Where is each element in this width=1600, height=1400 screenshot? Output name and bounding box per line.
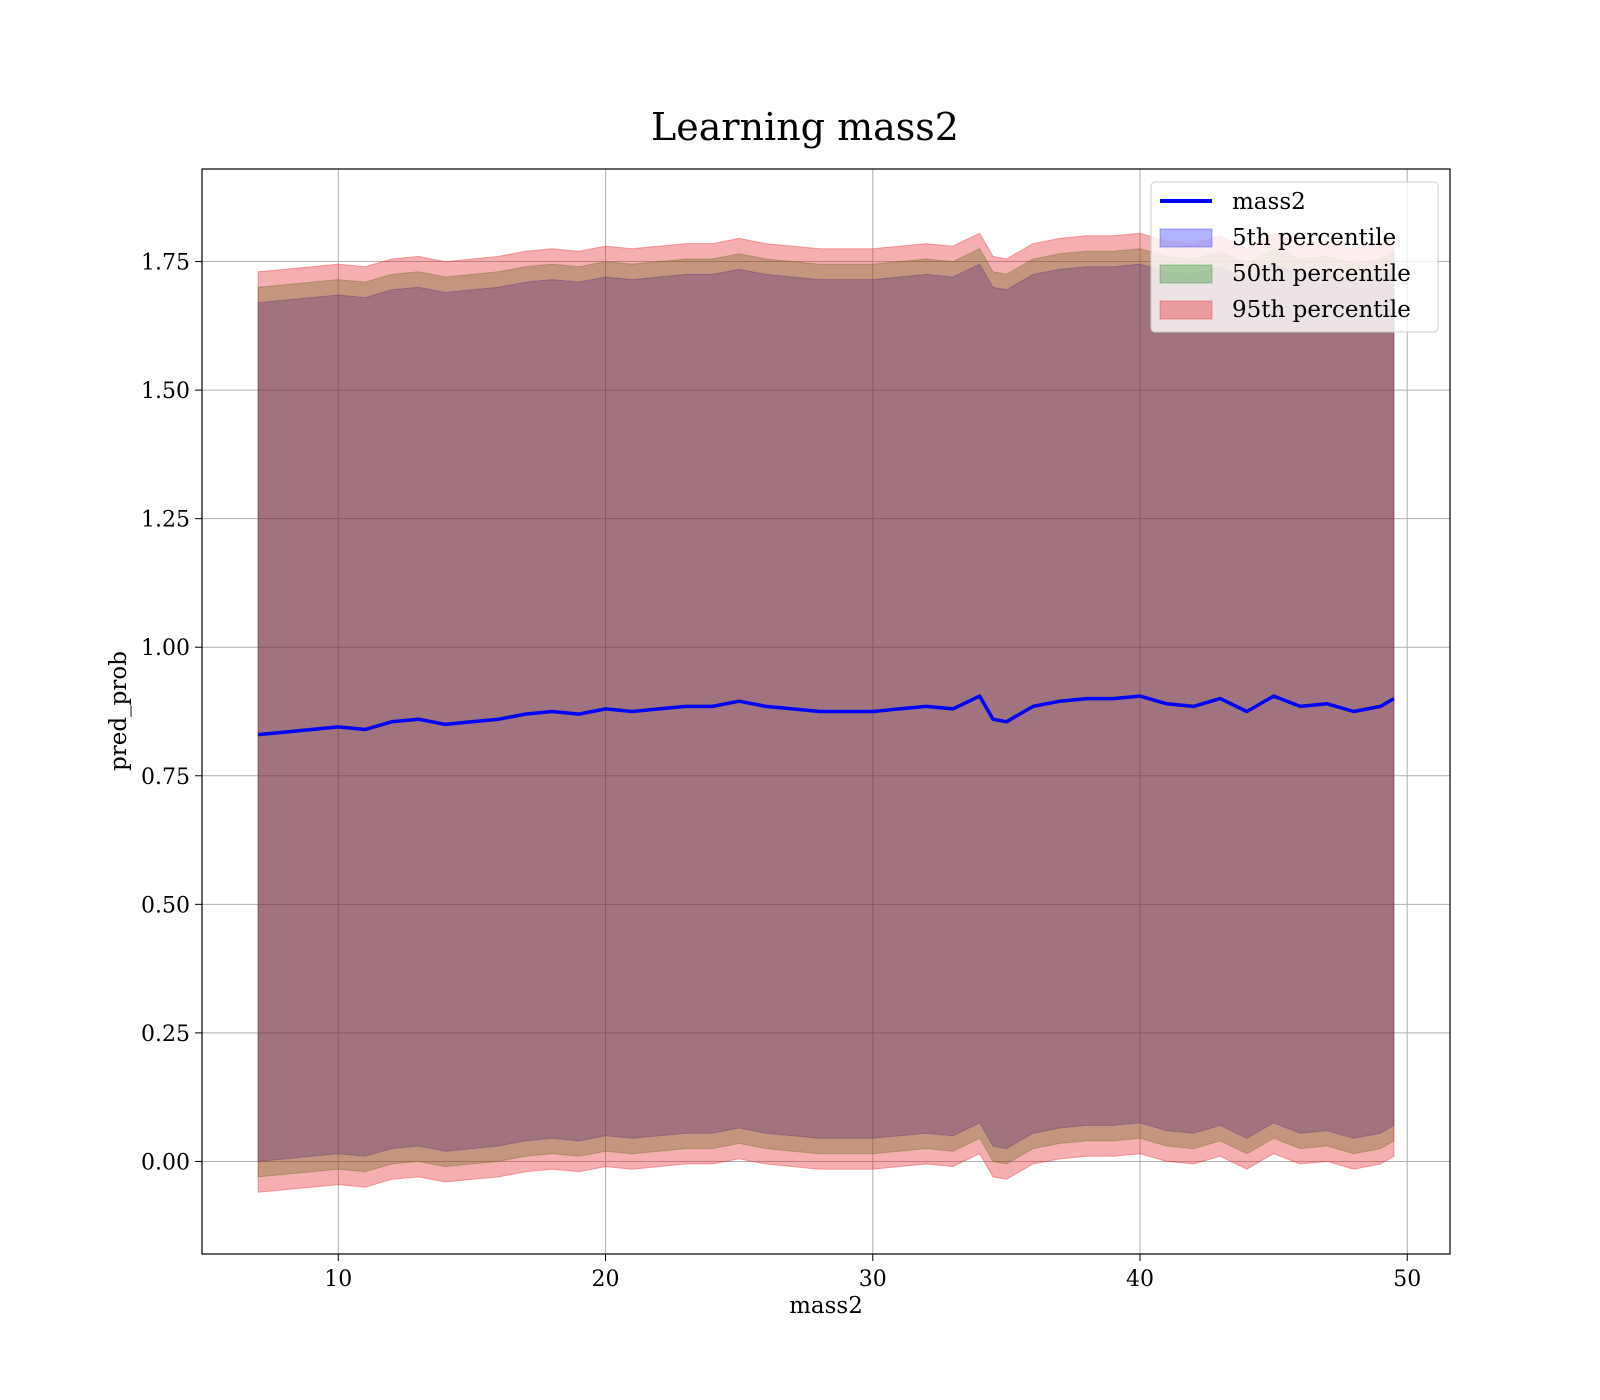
ticks: 10 20 30 40 50 0.00 0.25 0.50 0.75 1.00 1.25 1.50 1.… [141, 251, 1421, 1292]
x-axis-label: mass2 [789, 1293, 863, 1319]
mean-line [257, 694, 1395, 737]
x-tick-label: 20 [592, 1267, 620, 1292]
x-tick-label: 10 [324, 1267, 352, 1292]
y-axis-label: pred_prob [106, 651, 132, 771]
y-tick-label: 0.00 [141, 1150, 190, 1175]
y-tick-label: 1.50 [141, 379, 190, 404]
mean-line-layer [257, 694, 1395, 737]
legend-label-50th: 50th percentile [1232, 261, 1411, 287]
y-tick-label: 1.00 [141, 636, 190, 661]
legend-label-mass2: mass2 [1232, 189, 1306, 215]
legend-box [1150, 181, 1439, 333]
x-tick-label: 50 [1393, 1267, 1421, 1292]
x-tick-label: 30 [859, 1267, 887, 1292]
chart-title: Learning mass2 [651, 105, 959, 149]
x-tick-label: 40 [1126, 1267, 1154, 1292]
legend-swatch-95th [1159, 300, 1213, 320]
plot-frame [201, 168, 1451, 1255]
legend-label-5th: 5th percentile [1232, 225, 1396, 251]
legend: mass2 5th percentile 50th percentile 95t… [1150, 181, 1439, 333]
y-tick-label: 0.75 [141, 765, 190, 790]
legend-label-95th: 95th percentile [1232, 297, 1411, 323]
y-tick-label: 1.75 [141, 251, 190, 276]
legend-swatch-5th [1159, 228, 1213, 248]
y-tick-label: 0.25 [141, 1022, 190, 1047]
legend-swatch-50th [1159, 264, 1213, 284]
y-tick-label: 1.25 [141, 508, 190, 533]
y-tick-label: 0.50 [141, 893, 190, 918]
